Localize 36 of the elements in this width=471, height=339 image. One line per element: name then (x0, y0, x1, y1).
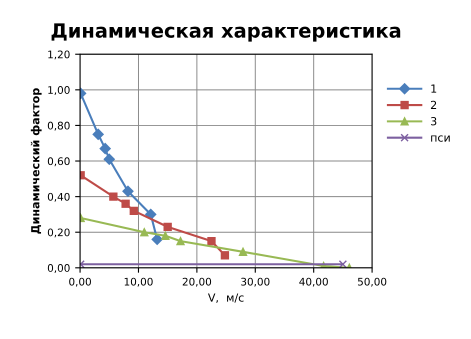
legend-label: 3 (431, 117, 436, 126)
point (121, 200, 130, 208)
y-tick-label: 0,00 (48, 264, 70, 273)
x-tick-label: 0,00 (69, 278, 91, 287)
y-tick-label: 0,60 (48, 157, 70, 166)
point (100, 142, 111, 154)
chart-title: Динамическая характеристика (52, 23, 400, 42)
point (92, 128, 104, 140)
legend-label: 1 (431, 84, 436, 93)
y-axis-title: Динамический фактор (30, 88, 42, 234)
point (176, 236, 185, 246)
point (122, 186, 134, 197)
point (104, 154, 115, 165)
point (220, 251, 230, 260)
x-tick-label: 30,00 (241, 278, 270, 287)
x-tick-label: 10,00 (124, 278, 153, 287)
point (152, 234, 163, 245)
point (161, 232, 170, 240)
x-tick-label: 40,00 (299, 278, 328, 287)
x-tick-label: 20,00 (182, 278, 212, 287)
point (145, 208, 156, 220)
point (130, 206, 138, 216)
y-tick-label: 1,20 (48, 50, 70, 60)
x-tick-label: 50,00 (358, 278, 386, 287)
point (140, 228, 148, 236)
y-tick-label: 0,40 (48, 192, 70, 202)
x-axis-title: V, м/с (208, 294, 244, 303)
y-tick-label: 1,00 (48, 86, 70, 96)
point (238, 248, 248, 256)
point (207, 236, 216, 246)
point (164, 222, 172, 232)
y-tick-label: 0,20 (48, 228, 70, 238)
point (109, 192, 118, 201)
legend-label: пси (431, 135, 450, 142)
y-tick-label: 0,80 (48, 122, 70, 131)
legend-label: 2 (430, 100, 436, 109)
